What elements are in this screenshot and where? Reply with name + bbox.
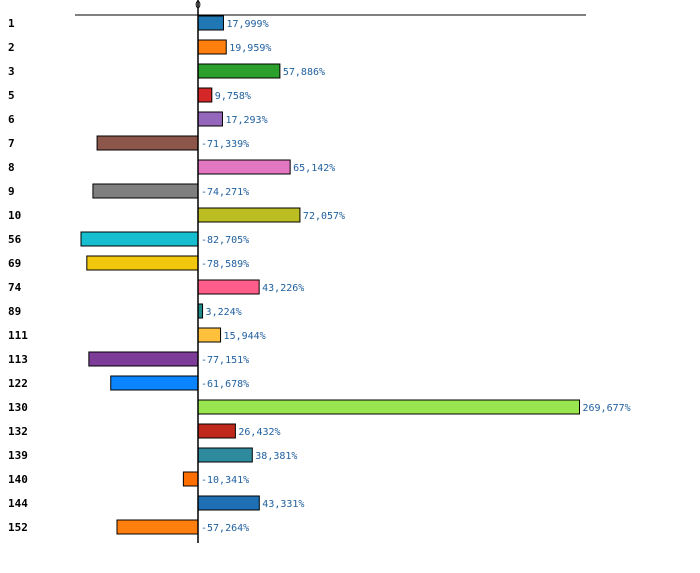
value-label-1: 17,999%: [226, 19, 268, 30]
bar-111: [197, 327, 222, 343]
bar-130: [197, 399, 580, 415]
value-label-3: 57,886%: [283, 67, 325, 78]
value-label-139: 38,381%: [255, 451, 297, 462]
category-label-69: 69: [8, 257, 21, 270]
value-label-122: -61,678%: [201, 379, 249, 390]
category-label-56: 56: [8, 233, 22, 246]
category-label-122: 122: [8, 377, 28, 390]
bar-144: [197, 495, 260, 511]
category-label-74: 74: [8, 281, 22, 294]
category-label-5: 5: [8, 89, 15, 102]
value-label-7: -71,339%: [201, 139, 249, 150]
bar-69: [86, 255, 199, 271]
category-label-6: 6: [8, 113, 15, 126]
category-label-152: 152: [8, 521, 28, 534]
bar-2: [197, 39, 227, 55]
value-label-69: -78,589%: [201, 259, 249, 270]
value-label-6: 17,293%: [225, 115, 267, 126]
category-label-132: 132: [8, 425, 28, 438]
bar-7: [96, 135, 199, 151]
value-label-132: 26,432%: [238, 427, 280, 438]
category-labels-group: 1235678910566974891111131221301321391401…: [8, 17, 28, 534]
value-label-2: 19,959%: [229, 43, 271, 54]
category-label-1: 1: [8, 17, 15, 30]
category-label-89: 89: [8, 305, 21, 318]
category-label-111: 111: [8, 329, 28, 342]
value-label-89: 3,224%: [206, 307, 242, 318]
category-label-144: 144: [8, 497, 28, 510]
bar-9: [92, 183, 199, 199]
category-label-7: 7: [8, 137, 15, 150]
category-label-8: 8: [8, 161, 15, 174]
bar-5: [197, 87, 213, 103]
category-label-113: 113: [8, 353, 28, 366]
value-labels-group: 17,999% 19,959% 57,886% 9,758% 17,293% -71,33…: [201, 19, 631, 534]
bar-56: [80, 231, 199, 247]
value-label-8: 65,142%: [293, 163, 335, 174]
value-label-10: 72,057%: [303, 211, 345, 222]
value-label-5: 9,758%: [215, 91, 251, 102]
value-label-152: -57,264%: [201, 523, 249, 534]
bar-140: [182, 471, 199, 487]
value-label-56: -82,705%: [201, 235, 249, 246]
bar-152: [116, 519, 199, 535]
category-label-10: 10: [8, 209, 21, 222]
bar-139: [197, 447, 253, 463]
value-label-113: -77,151%: [201, 355, 249, 366]
value-label-9: -74,271%: [201, 187, 249, 198]
bar-113: [88, 351, 199, 367]
category-label-9: 9: [8, 185, 15, 198]
bars-group: [80, 15, 580, 535]
bar-122: [110, 375, 199, 391]
bar-3: [197, 63, 281, 79]
bar-132: [197, 423, 236, 439]
bar-6: [197, 111, 223, 127]
category-label-130: 130: [8, 401, 28, 414]
value-label-74: 43,226%: [262, 283, 304, 294]
bar-1: [197, 15, 224, 31]
category-label-139: 139: [8, 449, 28, 462]
value-label-111: 15,944%: [224, 331, 266, 342]
value-label-144: 43,331%: [262, 499, 304, 510]
bar-74: [197, 279, 260, 295]
bar-8: [197, 159, 291, 175]
bar-10: [197, 207, 301, 223]
category-label-140: 140: [8, 473, 28, 486]
value-label-140: -10,341%: [201, 475, 249, 486]
category-label-3: 3: [8, 65, 15, 78]
value-label-130: 269,677%: [583, 403, 631, 414]
category-label-2: 2: [8, 41, 15, 54]
